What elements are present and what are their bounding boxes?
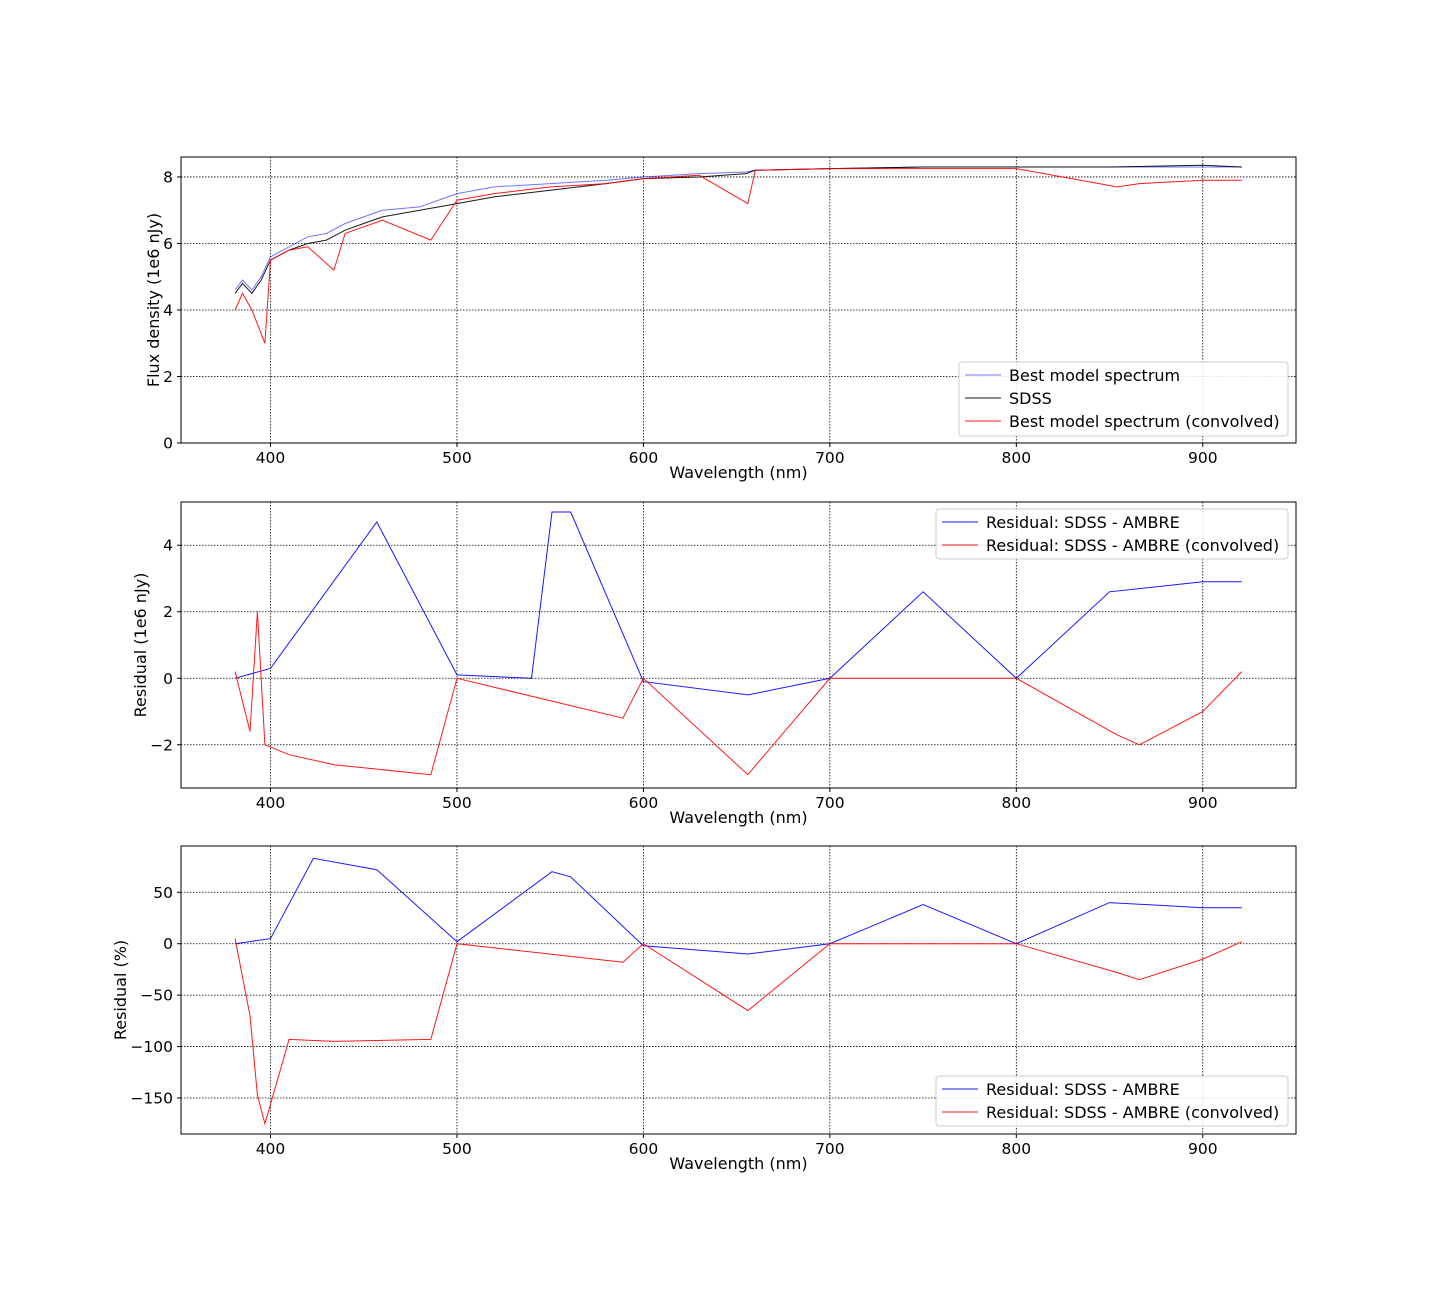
- axes-frame: [180, 156, 1297, 444]
- y-tick-label: 50: [153, 884, 173, 902]
- x-tick-label: 900: [1188, 794, 1218, 812]
- x-tick-label: 900: [1188, 449, 1218, 467]
- legend-label-2: Residual: SDSS - AMBRE (convolved): [986, 1103, 1279, 1122]
- series-line-1: [235, 857, 1242, 955]
- series-line-3: [234, 168, 1242, 344]
- chart-panel-1: 400 500 600 700 800 900 0 2 4 6 8 Wavelength (nm) Fl…: [144, 156, 1297, 482]
- series-line-2: [234, 938, 1243, 1126]
- x-axis-label: Wavelength (nm): [669, 463, 807, 482]
- y-axis-label: Residual (%): [111, 940, 130, 1040]
- y-tick-label: 2: [163, 368, 173, 386]
- x-tick-label: 700: [815, 1140, 845, 1158]
- x-tick-label: 400: [256, 1140, 286, 1158]
- legend: Best model spectrum SDSS Best model spectr…: [958, 361, 1289, 437]
- gridlines: [181, 502, 1296, 788]
- axes-frame: [180, 845, 1297, 1135]
- y-axis: −2 0 2 4: [150, 537, 181, 754]
- y-axis-label: Flux density (1e6 nJy): [144, 213, 163, 387]
- series-line-2: [234, 611, 1243, 776]
- y-axis: 0 2 4 6 8: [163, 168, 181, 453]
- legend-label-2: SDSS: [1009, 389, 1052, 408]
- y-tick-label: −150: [130, 1090, 173, 1108]
- series-group: [234, 857, 1243, 1126]
- legend-label-1: Residual: SDSS - AMBRE: [986, 1080, 1180, 1099]
- x-axis: 400 500 600 700 800 900: [256, 1134, 1218, 1158]
- x-tick-label: 600: [629, 1140, 659, 1158]
- legend-box: [935, 508, 1289, 560]
- y-tick-label: 0: [163, 435, 173, 453]
- x-tick-label: 800: [1002, 449, 1032, 467]
- x-tick-label: 800: [1002, 1140, 1032, 1158]
- y-tick-label: 6: [163, 235, 173, 253]
- legend: Residual: SDSS - AMBRE Residual: SDSS - A…: [935, 1075, 1289, 1127]
- x-tick-label: 600: [629, 449, 659, 467]
- y-tick-label: −50: [140, 987, 173, 1005]
- legend-label-1: Best model spectrum: [1009, 366, 1180, 385]
- x-tick-label: 800: [1002, 794, 1032, 812]
- series-line-1: [234, 166, 1242, 291]
- x-tick-label: 500: [442, 449, 472, 467]
- y-tick-label: −2: [150, 736, 173, 754]
- x-tick-label: 900: [1188, 1140, 1218, 1158]
- legend-label-1: Residual: SDSS - AMBRE: [986, 513, 1180, 532]
- series-line-2: [234, 164, 1242, 295]
- legend-box: [958, 361, 1289, 437]
- y-tick-label: 2: [163, 603, 173, 621]
- x-tick-label: 400: [256, 794, 286, 812]
- legend-label-3: Best model spectrum (convolved): [1009, 412, 1280, 431]
- x-axis-label: Wavelength (nm): [669, 808, 807, 827]
- chart-panel-2: 400 500 600 700 800 900 −2 0 2 4 Wavelength (nm) Re…: [131, 501, 1297, 827]
- legend: Residual: SDSS - AMBRE Residual: SDSS - A…: [935, 508, 1289, 560]
- legend-box: [935, 1075, 1289, 1127]
- y-tick-label: −100: [130, 1038, 173, 1056]
- x-tick-label: 400: [256, 449, 286, 467]
- y-tick-label: 4: [163, 537, 173, 555]
- chart-panel-3: 400 500 600 700 800 900 −150 −100 −50 0 50 Waveleng…: [111, 845, 1297, 1173]
- x-axis: 400 500 600 700 800 900: [256, 788, 1218, 812]
- series-group: [234, 164, 1242, 344]
- y-tick-label: 4: [163, 301, 173, 319]
- x-tick-label: 600: [629, 794, 659, 812]
- y-tick-label: 0: [163, 935, 173, 953]
- x-axis-label: Wavelength (nm): [669, 1154, 807, 1173]
- y-axis: −150 −100 −50 0 50: [130, 884, 181, 1108]
- x-tick-label: 500: [442, 1140, 472, 1158]
- series-line-1: [234, 511, 1242, 696]
- x-tick-label: 700: [815, 794, 845, 812]
- y-tick-label: 8: [163, 168, 173, 186]
- series-group: [234, 511, 1243, 776]
- axes-frame: [180, 501, 1297, 789]
- y-axis-label: Residual (1e6 nJy): [131, 573, 150, 718]
- x-tick-label: 700: [815, 449, 845, 467]
- x-tick-label: 500: [442, 794, 472, 812]
- x-axis: 400 500 600 700 800 900: [256, 443, 1218, 467]
- legend-label-2: Residual: SDSS - AMBRE (convolved): [986, 536, 1279, 555]
- y-tick-label: 0: [163, 670, 173, 688]
